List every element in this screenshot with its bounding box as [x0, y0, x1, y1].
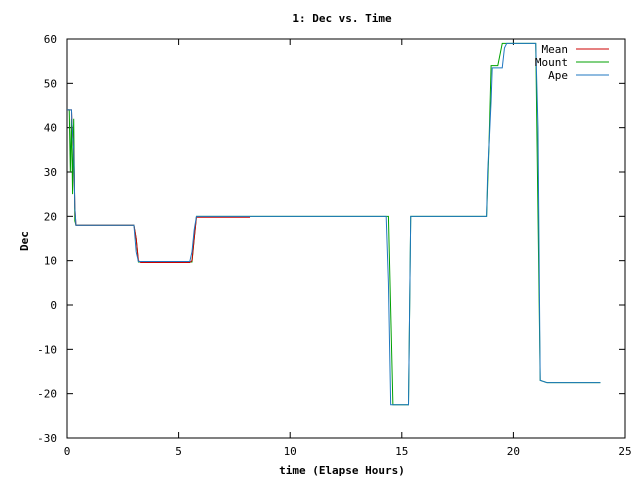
x-axis-label: time (Elapse Hours)	[279, 464, 405, 477]
series-line-mean	[67, 109, 251, 263]
x-tick-label: 5	[175, 445, 182, 458]
y-tick-label: 30	[44, 166, 57, 179]
y-tick-label: -20	[37, 388, 57, 401]
y-tick-label: 60	[44, 33, 57, 46]
legend-label-mount: Mount	[535, 56, 568, 69]
legend-label-ape: Ape	[548, 69, 568, 82]
y-axis-label: Dec	[18, 231, 31, 251]
y-tick-label: 50	[44, 77, 57, 90]
y-tick-label: 10	[44, 255, 57, 268]
x-tick-label: 10	[284, 445, 297, 458]
plot-frame	[66, 38, 626, 439]
series-line-mount	[67, 42, 601, 406]
x-tick-label: 0	[64, 445, 71, 458]
axis-ticks: 0 5 10 15 20 25 -30 -20 -10 0 10 20 30 40 50 60	[37, 33, 632, 458]
y-tick-label: 20	[44, 210, 57, 223]
y-tick-label: -10	[37, 343, 57, 356]
series-line-ape	[67, 42, 601, 406]
y-tick-label: 40	[44, 122, 57, 135]
y-tick-label: 0	[50, 299, 57, 312]
chart-title: 1: Dec vs. Time	[292, 12, 392, 25]
x-tick-label: 15	[395, 445, 408, 458]
series-lines	[67, 42, 601, 406]
x-tick-label: 25	[618, 445, 631, 458]
x-tick-label: 20	[507, 445, 520, 458]
legend-label-mean: Mean	[542, 43, 569, 56]
y-tick-label: -30	[37, 432, 57, 445]
